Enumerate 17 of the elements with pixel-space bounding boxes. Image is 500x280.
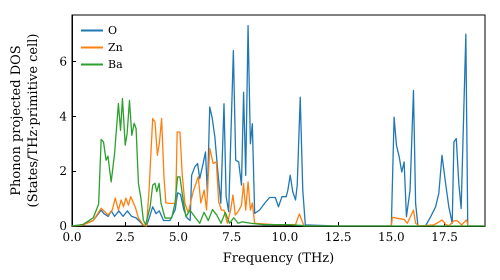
y-tick-label: 4 bbox=[59, 109, 68, 124]
x-tick-label: 0.0 bbox=[62, 230, 82, 244]
y-tick-label: 2 bbox=[59, 164, 67, 178]
x-axis-title: Frequency (THz) bbox=[222, 251, 334, 266]
x-tick-label: 15.0 bbox=[378, 230, 405, 244]
legend-label: O bbox=[108, 24, 118, 37]
y-axis-title: Phonon projected DOS (States/THz·primitive cell) bbox=[9, 33, 41, 208]
x-tick-label: 10.0 bbox=[272, 230, 298, 244]
x-tick-label: 5.0 bbox=[168, 230, 188, 244]
x-tick-label: 17.5 bbox=[431, 230, 458, 244]
y-tick-label: 6 bbox=[59, 54, 67, 69]
y-tick-label: 0 bbox=[59, 219, 67, 233]
legend-label: Zn bbox=[108, 41, 123, 54]
x-tick-label: 2.5 bbox=[116, 230, 135, 244]
x-tick-label: 7.5 bbox=[222, 230, 242, 244]
x-tick-label: 12.5 bbox=[324, 230, 352, 244]
legend-label: Ba bbox=[108, 58, 124, 71]
